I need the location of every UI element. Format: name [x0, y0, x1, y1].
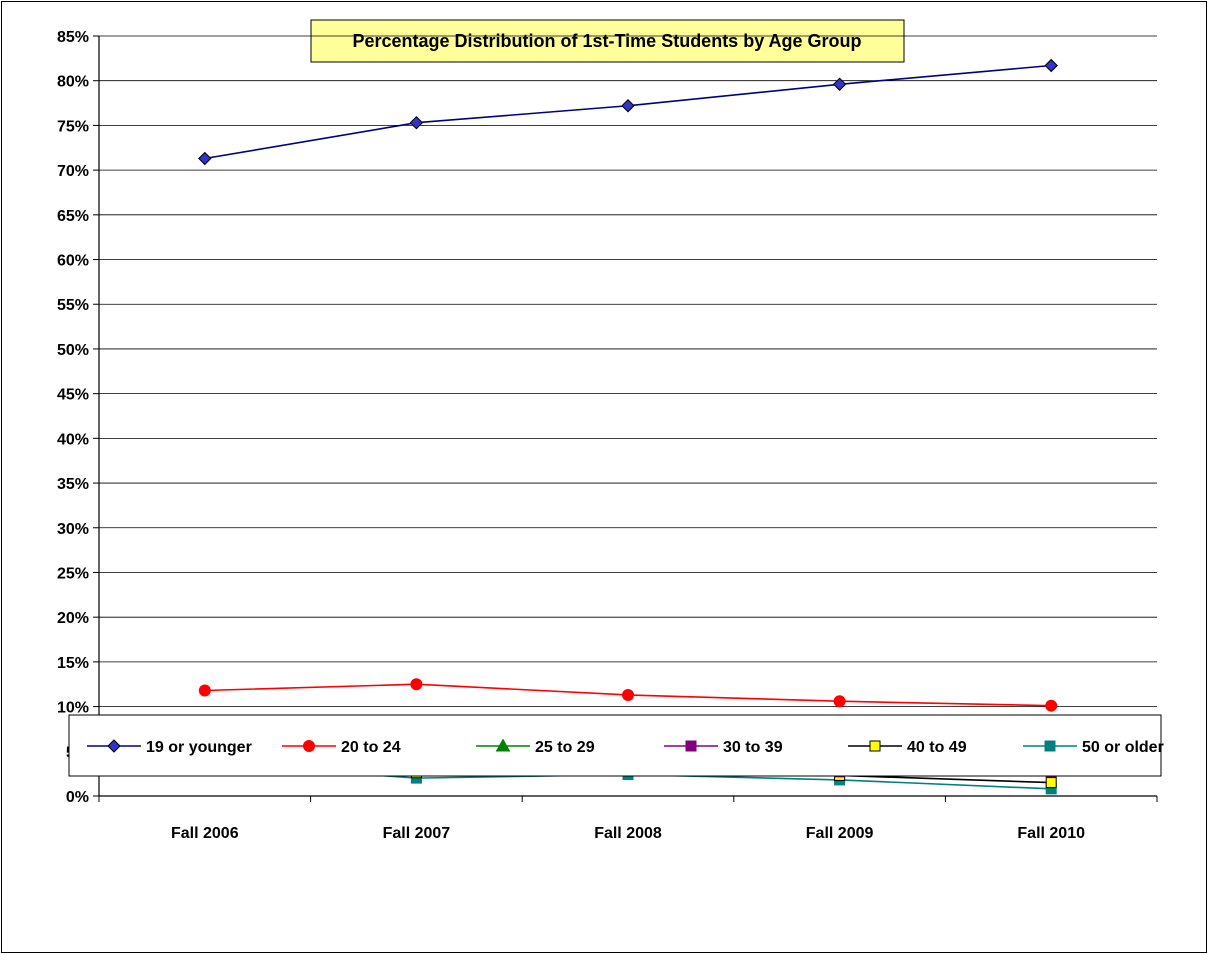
y-tick-label: 20% [57, 610, 89, 627]
data-point [833, 695, 846, 708]
legend-entry: 20 to 24 [282, 739, 401, 756]
x-axis-tick-labels: Fall 2006 Fall 2007 Fall 2008 Fall 2009 Fall… [171, 825, 1085, 842]
legend-label: 20 to 24 [341, 739, 401, 756]
x-tick-label: Fall 2006 [171, 825, 239, 842]
legend-label: 19 or younger [146, 739, 252, 756]
y-tick-label: 65% [57, 208, 89, 225]
legend-entry: 19 or younger [87, 739, 252, 756]
legend-marker [107, 739, 121, 753]
data-point [198, 151, 212, 166]
legend-marker [685, 740, 697, 752]
y-tick-label: 45% [57, 387, 89, 404]
y-tick-label: 80% [57, 74, 89, 91]
legend-label: 30 to 39 [723, 739, 783, 756]
legend-entry: 50 or older [1023, 739, 1164, 756]
data-point [622, 688, 634, 701]
legend-label: 50 or older [1082, 739, 1164, 756]
data-point [1045, 699, 1058, 712]
x-tick-label: Fall 2009 [806, 825, 874, 842]
chart-title-box: Percentage Distribution of 1st-Time Stud… [310, 19, 905, 63]
series-lines [197, 58, 1059, 795]
x-tick-label: Fall 2010 [1017, 825, 1085, 842]
data-point [1045, 777, 1057, 789]
legend-marker [869, 740, 881, 752]
y-tick-label: 75% [57, 118, 89, 135]
data-point [832, 77, 847, 91]
x-tick-label: Fall 2007 [383, 825, 451, 842]
y-tick-label: 15% [57, 655, 89, 672]
x-tick-label: Fall 2008 [594, 825, 662, 842]
y-axis-tick-labels: 0%5%10%15%20%25%30%35%40%45%50%55%60%65%… [57, 29, 89, 806]
y-tick-label: 55% [57, 297, 89, 314]
gridlines [99, 35, 1157, 752]
series-19-or-younger [198, 58, 1058, 166]
y-tick-label: 70% [57, 163, 89, 180]
data-point [409, 116, 424, 130]
legend-box [68, 714, 1162, 777]
y-tick-label: 25% [57, 565, 89, 582]
chart-title-background [310, 19, 905, 63]
y-tick-label: 60% [57, 253, 89, 270]
legend-label: 25 to 29 [535, 739, 595, 756]
y-tick-label: 30% [57, 521, 89, 538]
legend-entry: 25 to 29 [476, 738, 595, 756]
data-point [198, 684, 211, 697]
data-point [1044, 58, 1058, 73]
data-point [621, 99, 635, 113]
y-tick-label: 50% [57, 342, 89, 359]
y-tick-label: 10% [57, 700, 89, 717]
legend-label: 40 to 49 [907, 739, 967, 756]
y-tick-label: 85% [57, 29, 89, 46]
legend-entry: 40 to 49 [848, 739, 967, 756]
y-tick-label: 40% [57, 431, 89, 448]
legend-marker [303, 740, 315, 752]
legend-marker [1044, 740, 1056, 752]
legend-marker [495, 738, 511, 752]
data-point [410, 678, 423, 691]
y-tick-label: 35% [57, 476, 89, 493]
legend: 19 or younger 20 to 24 25 to 29 30 to 39 40 … [68, 714, 1164, 777]
legend-entry: 30 to 39 [664, 739, 783, 756]
chart-title: Percentage Distribution of 1st-Time Stud… [352, 31, 861, 51]
series-20-to-24 [198, 678, 1058, 712]
y-tick-label: 0% [66, 789, 89, 806]
